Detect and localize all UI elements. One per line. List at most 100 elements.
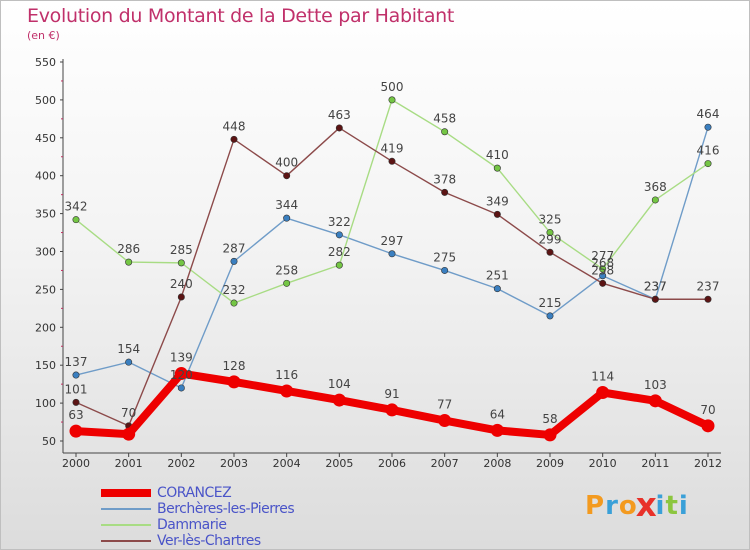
y-tick-label: 450 — [35, 132, 56, 145]
data-point — [490, 423, 504, 437]
legend-label: Dammarie — [157, 517, 227, 533]
data-point — [69, 424, 83, 438]
data-point — [493, 285, 501, 293]
data-point — [441, 128, 449, 136]
data-point — [122, 427, 136, 441]
data-label: 286 — [117, 242, 140, 256]
x-tick-label: 2003 — [220, 457, 248, 470]
legend-swatch — [101, 508, 151, 510]
data-label: 400 — [275, 156, 298, 170]
logo-letter: r — [605, 491, 619, 521]
data-label: 458 — [433, 112, 456, 126]
data-label: 139 — [170, 351, 193, 365]
data-label: 232 — [223, 283, 246, 297]
data-point — [441, 188, 449, 196]
data-label: 344 — [275, 198, 298, 212]
data-label: 349 — [486, 194, 509, 208]
data-point — [230, 299, 238, 307]
data-label: 154 — [117, 342, 140, 356]
y-tick-label: 100 — [35, 397, 56, 410]
data-label: 464 — [697, 107, 720, 121]
data-label: 277 — [591, 249, 614, 263]
data-point — [493, 164, 501, 172]
data-label: 258 — [275, 263, 298, 277]
data-label: 237 — [697, 279, 720, 293]
logo-letter: o — [618, 491, 638, 521]
data-point — [599, 272, 607, 280]
data-point — [599, 279, 607, 287]
data-label: 410 — [486, 148, 509, 162]
y-tick-label: 150 — [35, 359, 56, 372]
data-label: 463 — [328, 108, 351, 122]
data-point — [385, 403, 399, 417]
data-point — [546, 229, 554, 237]
x-tick-label: 2010 — [589, 457, 617, 470]
logo-letter: x — [635, 487, 658, 525]
data-point — [388, 250, 396, 258]
data-point — [177, 259, 185, 267]
x-tick-label: 2001 — [115, 457, 143, 470]
data-point — [704, 123, 712, 131]
legend-swatch — [101, 489, 151, 497]
proxiti-logo: Proxiti — [585, 487, 689, 525]
y-tick-label: 550 — [35, 56, 56, 69]
data-label: 237 — [644, 279, 667, 293]
data-point — [72, 398, 80, 406]
data-label: 58 — [542, 412, 557, 426]
data-label: 116 — [275, 368, 298, 382]
data-point — [543, 428, 557, 442]
data-point — [125, 258, 133, 266]
y-tick-label: 350 — [35, 208, 56, 221]
data-point — [546, 312, 554, 320]
logo-letter: i — [655, 491, 666, 521]
data-label: 325 — [539, 213, 562, 227]
data-point — [651, 196, 659, 204]
data-label: 137 — [65, 355, 88, 369]
data-label: 63 — [68, 408, 83, 422]
data-label: 240 — [170, 277, 193, 291]
logo-letter: i — [678, 491, 689, 521]
data-label: 342 — [65, 200, 88, 214]
legend-label: Ver-lès-Chartres — [157, 533, 261, 549]
x-tick-label: 2005 — [325, 457, 353, 470]
data-label: 128 — [223, 359, 246, 373]
data-label: 419 — [381, 141, 404, 155]
data-label: 416 — [697, 144, 720, 158]
x-tick-label: 2009 — [536, 457, 564, 470]
data-label: 322 — [328, 215, 351, 229]
x-tick-label: 2011 — [641, 457, 669, 470]
data-label: 500 — [381, 80, 404, 94]
y-tick-label: 50 — [42, 435, 56, 448]
data-label: 70 — [700, 403, 715, 417]
chart-unit: (en €) — [27, 29, 60, 42]
y-tick-label: 250 — [35, 283, 56, 296]
data-point — [125, 358, 133, 366]
data-point — [283, 214, 291, 222]
data-point — [230, 135, 238, 143]
data-label: 77 — [437, 398, 452, 412]
data-point — [388, 96, 396, 104]
data-point — [177, 293, 185, 301]
data-point — [648, 394, 662, 408]
data-label: 299 — [539, 232, 562, 246]
data-point — [177, 384, 185, 392]
data-point — [174, 367, 188, 381]
x-tick-label: 2012 — [694, 457, 722, 470]
data-point — [72, 371, 80, 379]
data-point — [283, 279, 291, 287]
data-label: 215 — [539, 296, 562, 310]
legend-label: Berchères-les-Pierres — [157, 501, 295, 517]
data-point — [596, 385, 610, 399]
legend-label: CORANCEZ — [157, 485, 232, 501]
y-tick-label: 300 — [35, 246, 56, 259]
data-label: 91 — [384, 387, 399, 401]
data-label: 378 — [433, 172, 456, 186]
data-point — [72, 216, 80, 224]
x-tick-label: 2004 — [273, 457, 301, 470]
data-point — [651, 295, 659, 303]
x-tick-label: 2007 — [431, 457, 459, 470]
data-point — [227, 375, 241, 389]
data-point — [704, 160, 712, 168]
data-label: 101 — [65, 382, 88, 396]
